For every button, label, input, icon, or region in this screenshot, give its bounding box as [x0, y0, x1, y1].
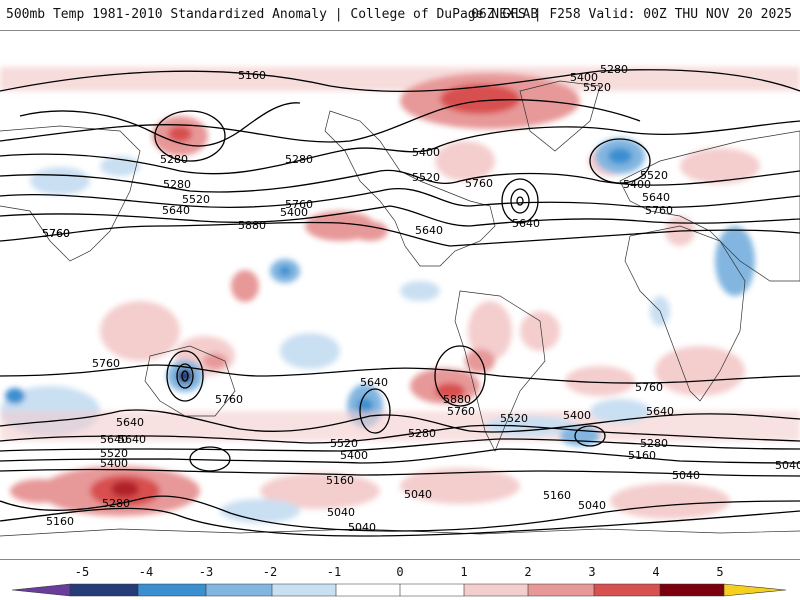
- contour-label: 5400: [563, 409, 591, 422]
- contour-label: 5280: [285, 153, 313, 166]
- contour-label: 5640: [100, 433, 128, 446]
- contour-label: 5280: [640, 437, 668, 450]
- contour-label: 5760: [447, 405, 475, 418]
- colorbar-min-arrow: [12, 584, 70, 596]
- contour-label: 5520: [182, 193, 210, 206]
- contour-label: 5520: [330, 437, 358, 450]
- contour-label: 5640: [360, 376, 388, 389]
- colorbar-max-arrow: [724, 584, 786, 596]
- contour-label: 5400: [623, 178, 651, 191]
- contour-label: 5280: [160, 153, 188, 166]
- contour-label: 5760: [42, 227, 70, 240]
- legend-colorbar: -5 -4 -3 -2 -1 0 1 2 3 4 5: [0, 565, 800, 600]
- colorbar-segment: [206, 584, 272, 596]
- colorbar-strip: [11, 583, 787, 597]
- colorbar-label: 1: [460, 565, 468, 579]
- contour-label: 5040: [672, 469, 700, 482]
- contour-label: 5640: [512, 217, 540, 230]
- contour-label: 5160: [46, 515, 74, 528]
- contour-label: 5400: [412, 146, 440, 159]
- contour-label: 5640: [646, 405, 674, 418]
- colorbar-label: -5: [74, 565, 90, 579]
- contour-label: 5040: [775, 459, 800, 472]
- contour-label: 5520: [583, 81, 611, 94]
- colorbar-label: 2: [524, 565, 532, 579]
- contour-label: 5400: [570, 71, 598, 84]
- colorbar-label: 4: [652, 565, 660, 579]
- colorbar-segment: [594, 584, 660, 596]
- contour-label: 5520: [640, 169, 668, 182]
- contour-label: 5640: [642, 191, 670, 204]
- contour-label: 5640: [162, 204, 190, 217]
- contour-label: 5160: [238, 69, 266, 82]
- contour-label: 5040: [348, 521, 376, 534]
- contour-label: 5040: [327, 506, 355, 519]
- contour-label: 5040: [578, 499, 606, 512]
- contour-label: 5160: [543, 489, 571, 502]
- contour-label: 5040: [404, 488, 432, 501]
- anomaly-map: 5160 5280 5400 5520 5280 5400 5520 5640 …: [0, 63, 800, 537]
- contour-label: 5760: [92, 357, 120, 370]
- colorbar-label: 3: [588, 565, 596, 579]
- colorbar-label: 5: [716, 565, 724, 579]
- contour-label: 5160: [326, 474, 354, 487]
- contour-label: 5760: [635, 381, 663, 394]
- contour-label: 5280: [600, 63, 628, 76]
- contour-label: 5400: [340, 449, 368, 462]
- colorbar-segment: [138, 584, 206, 596]
- contour-label: 5640: [116, 416, 144, 429]
- colorbar-segment: [70, 584, 138, 596]
- contour-label: 5280: [163, 178, 191, 191]
- colorbar-label: 0: [396, 565, 404, 579]
- colorbar-segment: [272, 584, 336, 596]
- contour-label: 5280: [408, 427, 436, 440]
- contour-label: 5760: [645, 204, 673, 217]
- contour-label: 5640: [415, 224, 443, 237]
- contour-label: 5760: [285, 198, 313, 211]
- contour-labels: 5160 5280 5400 5520 5280 5400 5520 5640 …: [42, 63, 800, 534]
- contour-label: 5520: [412, 171, 440, 184]
- contour-label: 5280: [102, 497, 130, 510]
- contour-label: 5520: [100, 447, 128, 460]
- contour-label: 5760: [215, 393, 243, 406]
- colorbar-label: -4: [138, 565, 154, 579]
- contour-label: 5400: [280, 206, 308, 219]
- colorbar-label: -2: [262, 565, 278, 579]
- contour-label: 5880: [443, 393, 471, 406]
- height-contours: [0, 69, 800, 537]
- colorbar-segment: [660, 584, 724, 596]
- model-run-info: 06Z GFS | F258 Valid: 00Z THU NOV 20 202…: [471, 7, 792, 22]
- colorbar-label: -1: [326, 565, 342, 579]
- contour-label: 5520: [500, 412, 528, 425]
- contour-label: 5760: [42, 227, 70, 240]
- map-title: 500mb Temp 1981-2010 Standardized Anomal…: [6, 7, 539, 22]
- contour-label: 5160: [628, 449, 656, 462]
- contour-label: 5880: [238, 219, 266, 232]
- colorbar-segment: [464, 584, 528, 596]
- contour-label: 5640: [118, 433, 146, 446]
- colorbar-segment: [528, 584, 594, 596]
- contour-label: 5400: [100, 457, 128, 470]
- contour-label: 5760: [465, 177, 493, 190]
- map-panel: 5160 5280 5400 5520 5280 5400 5520 5640 …: [0, 30, 800, 560]
- colorbar-label: -3: [198, 565, 214, 579]
